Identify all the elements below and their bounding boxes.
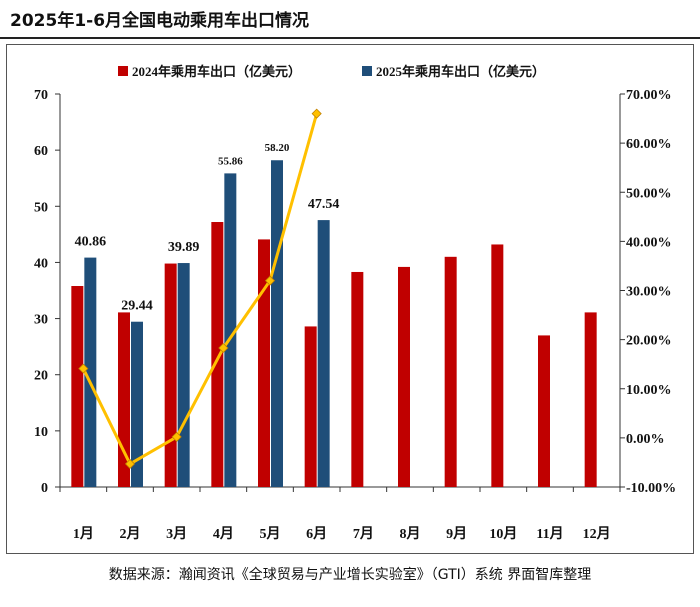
title-underline xyxy=(0,37,700,39)
x-tick-label: 2月 xyxy=(120,526,141,542)
x-tick-label: 1月 xyxy=(73,526,94,542)
legend-label-2025: 2025年乘用车出口（亿美元） xyxy=(376,64,545,79)
left-tick-label: 10 xyxy=(34,425,48,440)
bar-2025 xyxy=(271,160,283,487)
bar-2024 xyxy=(351,271,364,487)
bar-2024 xyxy=(258,239,270,487)
growth-line-marker xyxy=(124,458,136,469)
bar-2024 xyxy=(444,256,457,487)
left-tick-label: 60 xyxy=(34,144,48,159)
bar-2025 xyxy=(177,263,190,487)
chart-title: 2025年1-6月全国电动乘用车出口情况 xyxy=(10,11,310,31)
bar-2025-data-label: 29.44 xyxy=(121,299,153,314)
bar-2024 xyxy=(491,244,504,487)
growth-line xyxy=(81,113,319,466)
bar-2025-data-label: 58.20 xyxy=(265,142,290,154)
left-tick-label: 70 xyxy=(34,88,48,103)
x-tick-label: 10月 xyxy=(489,526,517,542)
bar-2024 xyxy=(71,286,84,487)
bar-2024 xyxy=(584,312,597,487)
right-tick-label: 40.00% xyxy=(626,235,672,250)
right-tick-label: 30.00% xyxy=(626,285,672,300)
right-tick-label: 50.00% xyxy=(626,186,672,201)
x-tick-label: 8月 xyxy=(400,526,421,542)
right-tick-label: 60.00% xyxy=(626,137,672,152)
bar-2024 xyxy=(164,263,177,487)
bar-2024 xyxy=(538,335,550,487)
left-tick-label: 30 xyxy=(34,313,48,328)
chart-frame xyxy=(6,44,694,554)
x-tick-label: 11月 xyxy=(536,526,563,542)
growth-line-marker xyxy=(264,275,276,286)
growth-line-marker xyxy=(311,108,322,119)
x-tick-label: 4月 xyxy=(213,526,234,542)
bar-2025 xyxy=(131,321,143,487)
legend-swatch-2025 xyxy=(362,66,372,76)
x-tick-label: 7月 xyxy=(353,526,374,542)
left-tick-label: 50 xyxy=(34,200,48,215)
bar-2025 xyxy=(317,220,330,487)
bar-2024 xyxy=(211,222,224,487)
x-tick-label: 9月 xyxy=(446,526,467,542)
bar-2025-data-label: 55.86 xyxy=(218,155,243,167)
x-tick-label: 5月 xyxy=(260,526,281,542)
source-note: 数据来源：瀚闻资讯《全球贸易与产业增长实验室》（GTI）系统 界面智库整理 xyxy=(108,567,592,583)
bar-2025-data-label: 39.89 xyxy=(168,240,200,255)
bar-2025-data-label: 40.86 xyxy=(75,235,107,250)
right-tick-label: 0.00% xyxy=(626,432,665,447)
left-tick-label: 40 xyxy=(34,256,48,271)
bar-2025 xyxy=(224,173,237,488)
legend-swatch-2024 xyxy=(118,66,128,76)
bar-2024 xyxy=(398,266,410,487)
right-tick-label: 20.00% xyxy=(626,334,672,349)
x-tick-label: 3月 xyxy=(166,526,187,542)
bar-2025 xyxy=(84,257,97,487)
x-tick-label: 12月 xyxy=(583,526,611,542)
left-tick-label: 0 xyxy=(41,481,48,496)
left-tick-label: 20 xyxy=(34,369,48,384)
bar-2024 xyxy=(304,326,317,487)
growth-line-marker xyxy=(171,431,182,442)
growth-line-marker xyxy=(218,342,229,354)
right-tick-label: -10.00% xyxy=(626,481,676,496)
x-tick-label: 6月 xyxy=(306,526,327,542)
right-tick-label: 10.00% xyxy=(626,383,672,398)
growth-line-marker xyxy=(78,363,89,374)
bar-2025-data-label: 47.54 xyxy=(308,197,340,212)
right-tick-label: 70.00% xyxy=(626,88,672,103)
legend-label-2024: 2024年乘用车出口（亿美元） xyxy=(132,64,301,79)
